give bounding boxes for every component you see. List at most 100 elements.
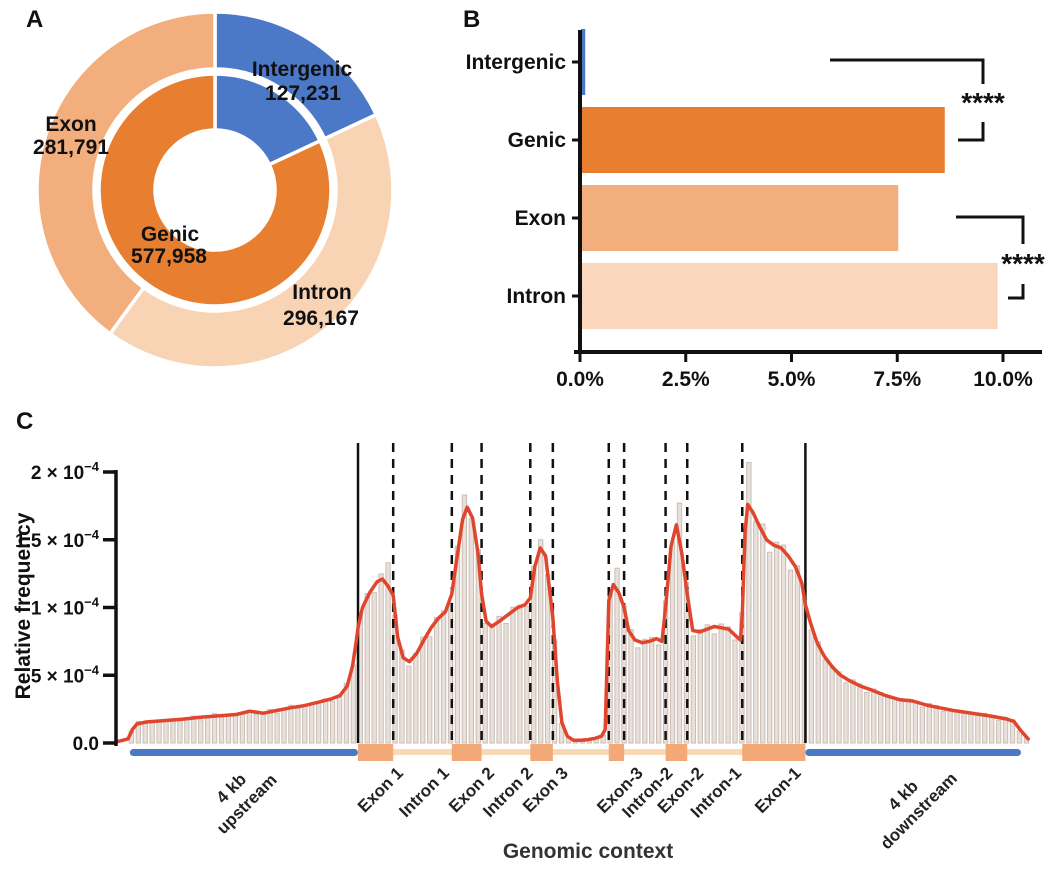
histogram-bar bbox=[614, 567, 620, 744]
panel-label-b: B bbox=[463, 6, 481, 33]
bar-chart: 0.0% 2.5% 5.0% 7.5% 10.0% Intergenic Genic Exon… bbox=[466, 29, 1045, 391]
histogram-bar bbox=[780, 544, 787, 744]
histogram-bar bbox=[753, 520, 759, 744]
histogram-bar bbox=[336, 694, 343, 744]
histogram-bar bbox=[898, 700, 905, 744]
y-tick-label: 1 × 10−4 bbox=[31, 595, 100, 620]
histogram-bar bbox=[996, 719, 1002, 744]
histogram-bar bbox=[829, 665, 835, 744]
bar-intron bbox=[581, 263, 998, 329]
x-region-label: Intron 1 bbox=[395, 763, 453, 821]
histogram-bar bbox=[676, 502, 683, 744]
histogram-bar bbox=[302, 705, 308, 744]
histogram-bar bbox=[878, 692, 884, 744]
y-axis-title: Relative frequency bbox=[12, 512, 35, 699]
track-exon-box bbox=[665, 744, 688, 761]
x-axis-title: Genomic context bbox=[503, 840, 673, 863]
histogram-bar bbox=[815, 641, 821, 744]
histogram-bar bbox=[642, 638, 648, 744]
significance-bracket bbox=[830, 58, 985, 84]
donut-outer-segment-intron bbox=[108, 112, 395, 370]
category-label-intergenic: Intergenic bbox=[466, 51, 567, 74]
category-label-exon: Exon bbox=[515, 207, 566, 230]
histogram-bar bbox=[725, 626, 731, 744]
histogram-bar bbox=[440, 610, 447, 744]
histogram-bar bbox=[489, 623, 495, 744]
category-label-genic: Genic bbox=[508, 129, 567, 152]
histogram-bar bbox=[517, 604, 523, 744]
histogram-bar bbox=[177, 720, 183, 744]
y-tick-exponent: −4 bbox=[84, 662, 100, 677]
histogram-bar bbox=[274, 712, 280, 744]
histogram-bar bbox=[184, 717, 190, 744]
histogram-bar bbox=[690, 635, 697, 744]
histogram-bar bbox=[205, 716, 211, 744]
x-region-label: downstream bbox=[877, 769, 961, 853]
track-downstream bbox=[805, 749, 1021, 756]
histogram-bar bbox=[884, 696, 891, 744]
donut-value: 127,231 bbox=[265, 82, 341, 105]
histogram-bar bbox=[420, 636, 426, 744]
bar-exon bbox=[581, 185, 899, 251]
track-exon-box bbox=[451, 744, 482, 761]
histogram-bar bbox=[538, 539, 544, 744]
x-tick-label: 0.0% bbox=[556, 368, 604, 391]
histogram-bar bbox=[295, 707, 301, 744]
histogram-bar bbox=[427, 636, 433, 744]
histogram-bar bbox=[919, 706, 925, 744]
histogram-bar bbox=[156, 719, 162, 744]
histogram-bar bbox=[787, 569, 794, 744]
panel-label-a: A bbox=[26, 6, 44, 33]
histogram-bar bbox=[822, 659, 828, 744]
histogram-bar bbox=[482, 623, 488, 744]
histogram-bar bbox=[510, 606, 516, 744]
histogram-bar bbox=[940, 710, 946, 744]
donut-label: Genic bbox=[141, 223, 200, 246]
histogram-bar bbox=[926, 703, 932, 744]
histogram-bar bbox=[378, 573, 384, 744]
y-tick-exponent: −4 bbox=[84, 459, 100, 474]
histogram-bar bbox=[350, 664, 357, 744]
y-tick-base: 5 × 10 bbox=[31, 666, 84, 687]
x-region-label: Exon-1 bbox=[751, 763, 805, 817]
y-tick-label: 2 × 10−4 bbox=[31, 459, 100, 484]
histogram-bar bbox=[843, 682, 849, 744]
track-exon-box bbox=[742, 744, 806, 761]
histogram-bar bbox=[968, 712, 974, 744]
histogram-bar bbox=[711, 633, 717, 744]
histogram-bar bbox=[149, 721, 155, 744]
histogram-bar bbox=[628, 629, 634, 744]
histogram-bar bbox=[198, 719, 204, 744]
donut-value: 281,791 bbox=[33, 136, 109, 159]
histogram-bar bbox=[746, 462, 752, 744]
x-tick-label: 10.0% bbox=[973, 368, 1033, 391]
x-tick-label: 5.0% bbox=[768, 368, 816, 391]
histogram-bar bbox=[503, 623, 509, 744]
histogram-bar bbox=[267, 709, 273, 744]
y-tick-exponent: −4 bbox=[84, 527, 100, 542]
y-tick-label: 1.5 × 10−4 bbox=[15, 527, 100, 552]
histogram-bar bbox=[232, 713, 239, 744]
histogram-bar bbox=[260, 711, 266, 744]
donut-inner-segment-genic bbox=[97, 72, 333, 308]
histogram-bar bbox=[322, 698, 329, 744]
histogram-bar bbox=[524, 606, 530, 744]
histogram-bar bbox=[246, 710, 252, 744]
donut-label: Exon bbox=[45, 113, 96, 136]
histogram-bar bbox=[905, 698, 912, 744]
x-tick-label: 2.5% bbox=[662, 368, 710, 391]
histogram-bar bbox=[468, 518, 474, 744]
histogram-bar bbox=[496, 615, 502, 744]
histogram-bar bbox=[316, 701, 322, 744]
histogram-bar bbox=[218, 716, 225, 744]
bar-genic bbox=[581, 107, 945, 173]
histogram-bar bbox=[732, 639, 738, 744]
track-exon-box bbox=[358, 744, 394, 761]
significance-bracket bbox=[1008, 284, 1025, 300]
y-tick-label: 0.0 bbox=[73, 734, 99, 755]
significance-stars: **** bbox=[961, 87, 1005, 118]
histogram-bar bbox=[982, 712, 988, 744]
y-tick-base: 1 × 10 bbox=[31, 599, 84, 620]
